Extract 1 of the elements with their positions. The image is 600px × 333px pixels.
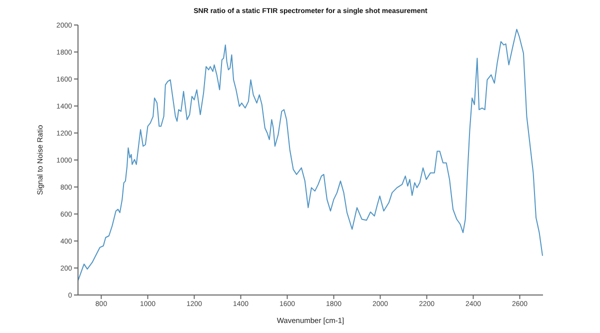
line-series [78,28,543,282]
